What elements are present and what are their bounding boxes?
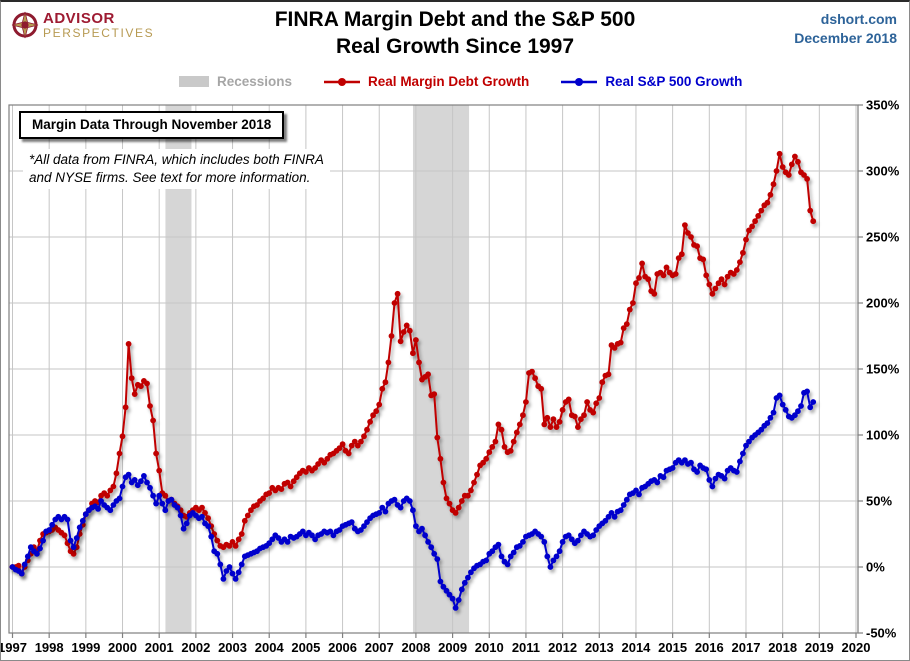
axis-ticks [11, 104, 863, 638]
x-axis-label-2008: 2008 [401, 640, 430, 655]
x-axis-label-2010: 2010 [475, 640, 504, 655]
source-date: December 2018 [794, 30, 897, 46]
finra-footnote-line2: and NYSE firms. See text for more inform… [29, 170, 311, 185]
sp500-series [9, 388, 817, 611]
margin-data-callout: Margin Data Through November 2018 [19, 111, 285, 139]
blue-line-marker-icon [561, 77, 598, 86]
x-axis-label-2002: 2002 [181, 640, 210, 655]
margin-debt-series [9, 150, 817, 577]
y-axis-label-200%: 200% [866, 296, 900, 311]
y-axis-label--50%: -50% [866, 626, 897, 641]
x-axis-label-2004: 2004 [255, 640, 285, 655]
logo-advisor-text: ADVISOR [43, 10, 115, 27]
x-axis-label-2003: 2003 [218, 640, 247, 655]
y-axis-label-350%: 350% [866, 98, 900, 113]
x-axis-label-2016: 2016 [695, 640, 724, 655]
logo-perspectives-text: PERSPECTIVES [43, 26, 155, 40]
legend-label-sp500: Real S&P 500 Growth [605, 74, 743, 89]
red-line-marker-icon [324, 77, 361, 86]
chart-title-line1: FINRA Margin Debt and the S&P 500 [274, 8, 636, 31]
advisor-perspectives-logo: ADVISOR PERSPECTIVES [11, 11, 154, 39]
legend-item-sp500: Real S&P 500 Growth [561, 74, 742, 89]
x-axis-label-2018: 2018 [768, 640, 797, 655]
recession-swatch-icon [179, 76, 209, 87]
x-axis-label-1998: 1998 [35, 640, 64, 655]
source-block: dshort.com December 2018 [794, 10, 897, 48]
y-axis-label-50%: 50% [866, 494, 892, 509]
x-axis-label-2012: 2012 [548, 640, 577, 655]
x-axis-label-2000: 2000 [108, 640, 137, 655]
x-axis-label-2013: 2013 [585, 640, 614, 655]
y-axis-label-100%: 100% [866, 428, 900, 443]
y-axis-label-300%: 300% [866, 164, 900, 179]
source-site: dshort.com [820, 11, 897, 27]
chart-legend: Recessions Real Margin Debt Growth Real … [179, 74, 742, 89]
x-axis-label-2019: 2019 [805, 640, 834, 655]
x-axis-label-2015: 2015 [658, 640, 687, 655]
x-axis-label-2005: 2005 [291, 640, 320, 655]
chart-title: FINRA Margin Debt and the S&P 500 Real G… [1, 8, 909, 59]
x-axis-label-2007: 2007 [365, 640, 394, 655]
x-axis-label-2006: 2006 [328, 640, 357, 655]
legend-item-margin-debt: Real Margin Debt Growth [324, 74, 529, 89]
x-axis-labels: 1997 1998 1999 2000 2001 2002 2003 2004 2005 2006… [1, 640, 870, 655]
x-axis-label-2020: 2020 [842, 640, 871, 655]
y-axis-label-250%: 250% [866, 230, 900, 245]
y-axis-label-0%: 0% [866, 560, 885, 575]
x-axis-label-1999: 1999 [71, 640, 100, 655]
finra-footnote: *All data from FINRA, which includes bot… [23, 149, 330, 189]
chart-title-line2: Real Growth Since 1997 [335, 35, 575, 58]
x-axis-label-2014: 2014 [621, 640, 651, 655]
compass-icon [11, 11, 39, 39]
legend-label-recessions: Recessions [217, 74, 293, 89]
x-axis-label-2001: 2001 [145, 640, 174, 655]
legend-label-margin-debt: Real Margin Debt Growth [368, 74, 530, 89]
x-axis-label-2011: 2011 [512, 640, 540, 655]
x-axis-label-2009: 2009 [438, 640, 467, 655]
y-axis-label-150%: 150% [866, 362, 900, 377]
finra-footnote-line1: *All data from FINRA, which includes bot… [29, 152, 324, 167]
legend-item-recessions: Recessions [179, 74, 292, 89]
y-axis-labels: 350% 300% 250% 200% 150% 100% 50% 0% -50% [866, 98, 900, 641]
x-axis-label-1997: 1997 [1, 640, 27, 655]
x-axis-label-2017: 2017 [732, 640, 761, 655]
